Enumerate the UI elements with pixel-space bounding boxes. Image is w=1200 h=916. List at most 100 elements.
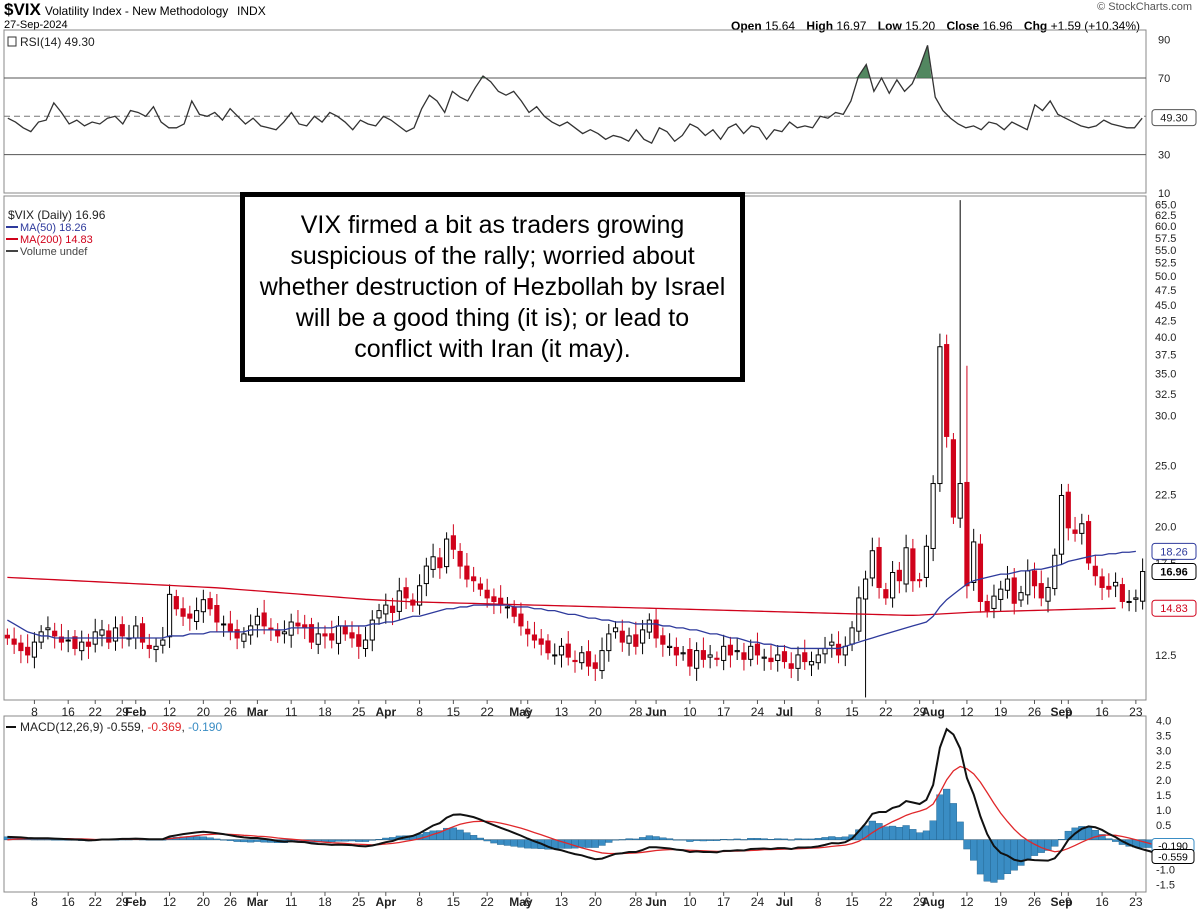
macd-x-label: 22 (480, 895, 494, 909)
macd-x-label: 20 (197, 895, 211, 909)
macd-histogram-bar (726, 839, 734, 841)
price-tick-label: 22.5 (1155, 489, 1176, 501)
macd-histogram-bar (747, 838, 755, 840)
price-candle-body (221, 623, 227, 626)
price-x-label: 22 (89, 705, 103, 719)
macd-histogram-bar (51, 839, 59, 841)
price-candle-body (234, 629, 240, 639)
price-candle-body (768, 657, 774, 663)
price-candle-body (403, 587, 409, 599)
price-candle-body (376, 610, 382, 619)
price-candle-body (329, 633, 335, 641)
price-candle-body (802, 652, 808, 663)
price-candle-body (1004, 578, 1011, 591)
price-candle-body (430, 556, 436, 570)
macd-x-label: May (509, 895, 533, 909)
macd-histogram-bar (591, 839, 599, 848)
macd-histogram-bar (598, 839, 606, 846)
macd-tick-label: 0.5 (1156, 820, 1171, 832)
macd-legend-part: , (181, 720, 188, 734)
price-candle-body (998, 588, 1004, 600)
price-candle-body (65, 639, 71, 642)
price-candle-body (471, 576, 477, 582)
price-tick-label: 30.0 (1155, 411, 1176, 423)
price-candle-body (207, 598, 213, 610)
price-candle-body (187, 613, 193, 619)
rsi-legend-icon (7, 36, 17, 47)
macd-histogram-bar (760, 838, 768, 840)
macd-histogram-bar (490, 839, 498, 844)
price-candle-body (944, 344, 950, 437)
price-candle-body (971, 541, 977, 583)
price-candle-body (200, 599, 206, 613)
price-candle-body (754, 643, 761, 656)
price-x-label: 8 (31, 705, 38, 719)
macd-tick-label: 1.5 (1156, 790, 1171, 802)
price-candle-body (930, 483, 936, 549)
price-candle-body (910, 548, 916, 582)
price-candle-body (214, 605, 220, 623)
macd-histogram-bar (916, 832, 924, 840)
price-tick-label: 47.5 (1155, 285, 1176, 297)
price-x-label: 16 (1095, 705, 1109, 719)
macd-x-label: Jun (645, 895, 666, 909)
price-candle-body (1106, 585, 1112, 590)
price-candle-body (18, 642, 24, 652)
macd-x-label: 17 (717, 895, 731, 909)
price-tick-label: 52.5 (1155, 258, 1176, 270)
price-candle-body (592, 662, 598, 669)
macd-histogram-bar (605, 839, 613, 843)
macd-x-label: 13 (555, 895, 569, 909)
price-legend-entry: MA(200) 14.83 (20, 234, 93, 246)
symbol-exchange: INDX (237, 4, 266, 18)
price-candle-body (1092, 565, 1098, 577)
price-candle-body (511, 606, 517, 617)
price-tick-label: 50.0 (1155, 271, 1176, 283)
price-tick-label: 37.5 (1155, 350, 1176, 362)
price-candle-body (781, 651, 788, 663)
price-candle-body (815, 654, 821, 664)
macd-x-label: 19 (994, 895, 1008, 909)
price-candle-body (160, 639, 166, 646)
price-x-label: Sep (1051, 705, 1073, 719)
macd-histogram-bar (1091, 830, 1099, 840)
macd-histogram-bar (875, 823, 883, 840)
price-candle-body (444, 538, 450, 568)
macd-histogram-bar (1112, 839, 1120, 842)
price-x-label: Apr (375, 705, 396, 719)
price-candle-body (525, 628, 531, 635)
price-x-label: 8 (815, 705, 822, 719)
macd-histogram-bar (787, 839, 795, 841)
price-tick-label: 12.5 (1155, 650, 1176, 662)
price-x-label: 9 (1065, 705, 1072, 719)
price-candle-body (52, 630, 58, 637)
chart-date: 27-Sep-2024 (4, 19, 68, 31)
price-candle-body (748, 645, 754, 660)
macd-value-badge (1151, 848, 1195, 864)
macd-histogram-bar (807, 838, 816, 840)
macd-histogram-bar (206, 837, 214, 840)
macd-tick-label: -1.0 (1156, 865, 1175, 877)
price-candle-body (707, 654, 713, 658)
macd-histogram-bar (456, 829, 464, 840)
price-x-label: Aug (921, 705, 944, 719)
price-x-label: 18 (318, 705, 332, 719)
price-candle-body (4, 634, 10, 639)
price-candle-body (788, 663, 794, 669)
macd-histogram-bar (510, 839, 518, 847)
price-candle-body (464, 565, 470, 580)
price-candle-body (335, 625, 342, 644)
macd-x-label: 29 (116, 895, 130, 909)
price-candle-body (890, 571, 896, 599)
macd-histogram-bar (611, 839, 620, 841)
price-candle-body (383, 604, 389, 615)
ma200-value-badge (1151, 599, 1197, 617)
macd-x-label: 9 (1065, 895, 1072, 909)
price-candle-body (11, 638, 17, 645)
price-candle-body (673, 646, 679, 656)
price-candle-body (950, 439, 957, 518)
price-x-label: 6 (524, 705, 531, 719)
macd-x-label: 6 (524, 895, 531, 909)
price-candle-body (667, 645, 673, 649)
